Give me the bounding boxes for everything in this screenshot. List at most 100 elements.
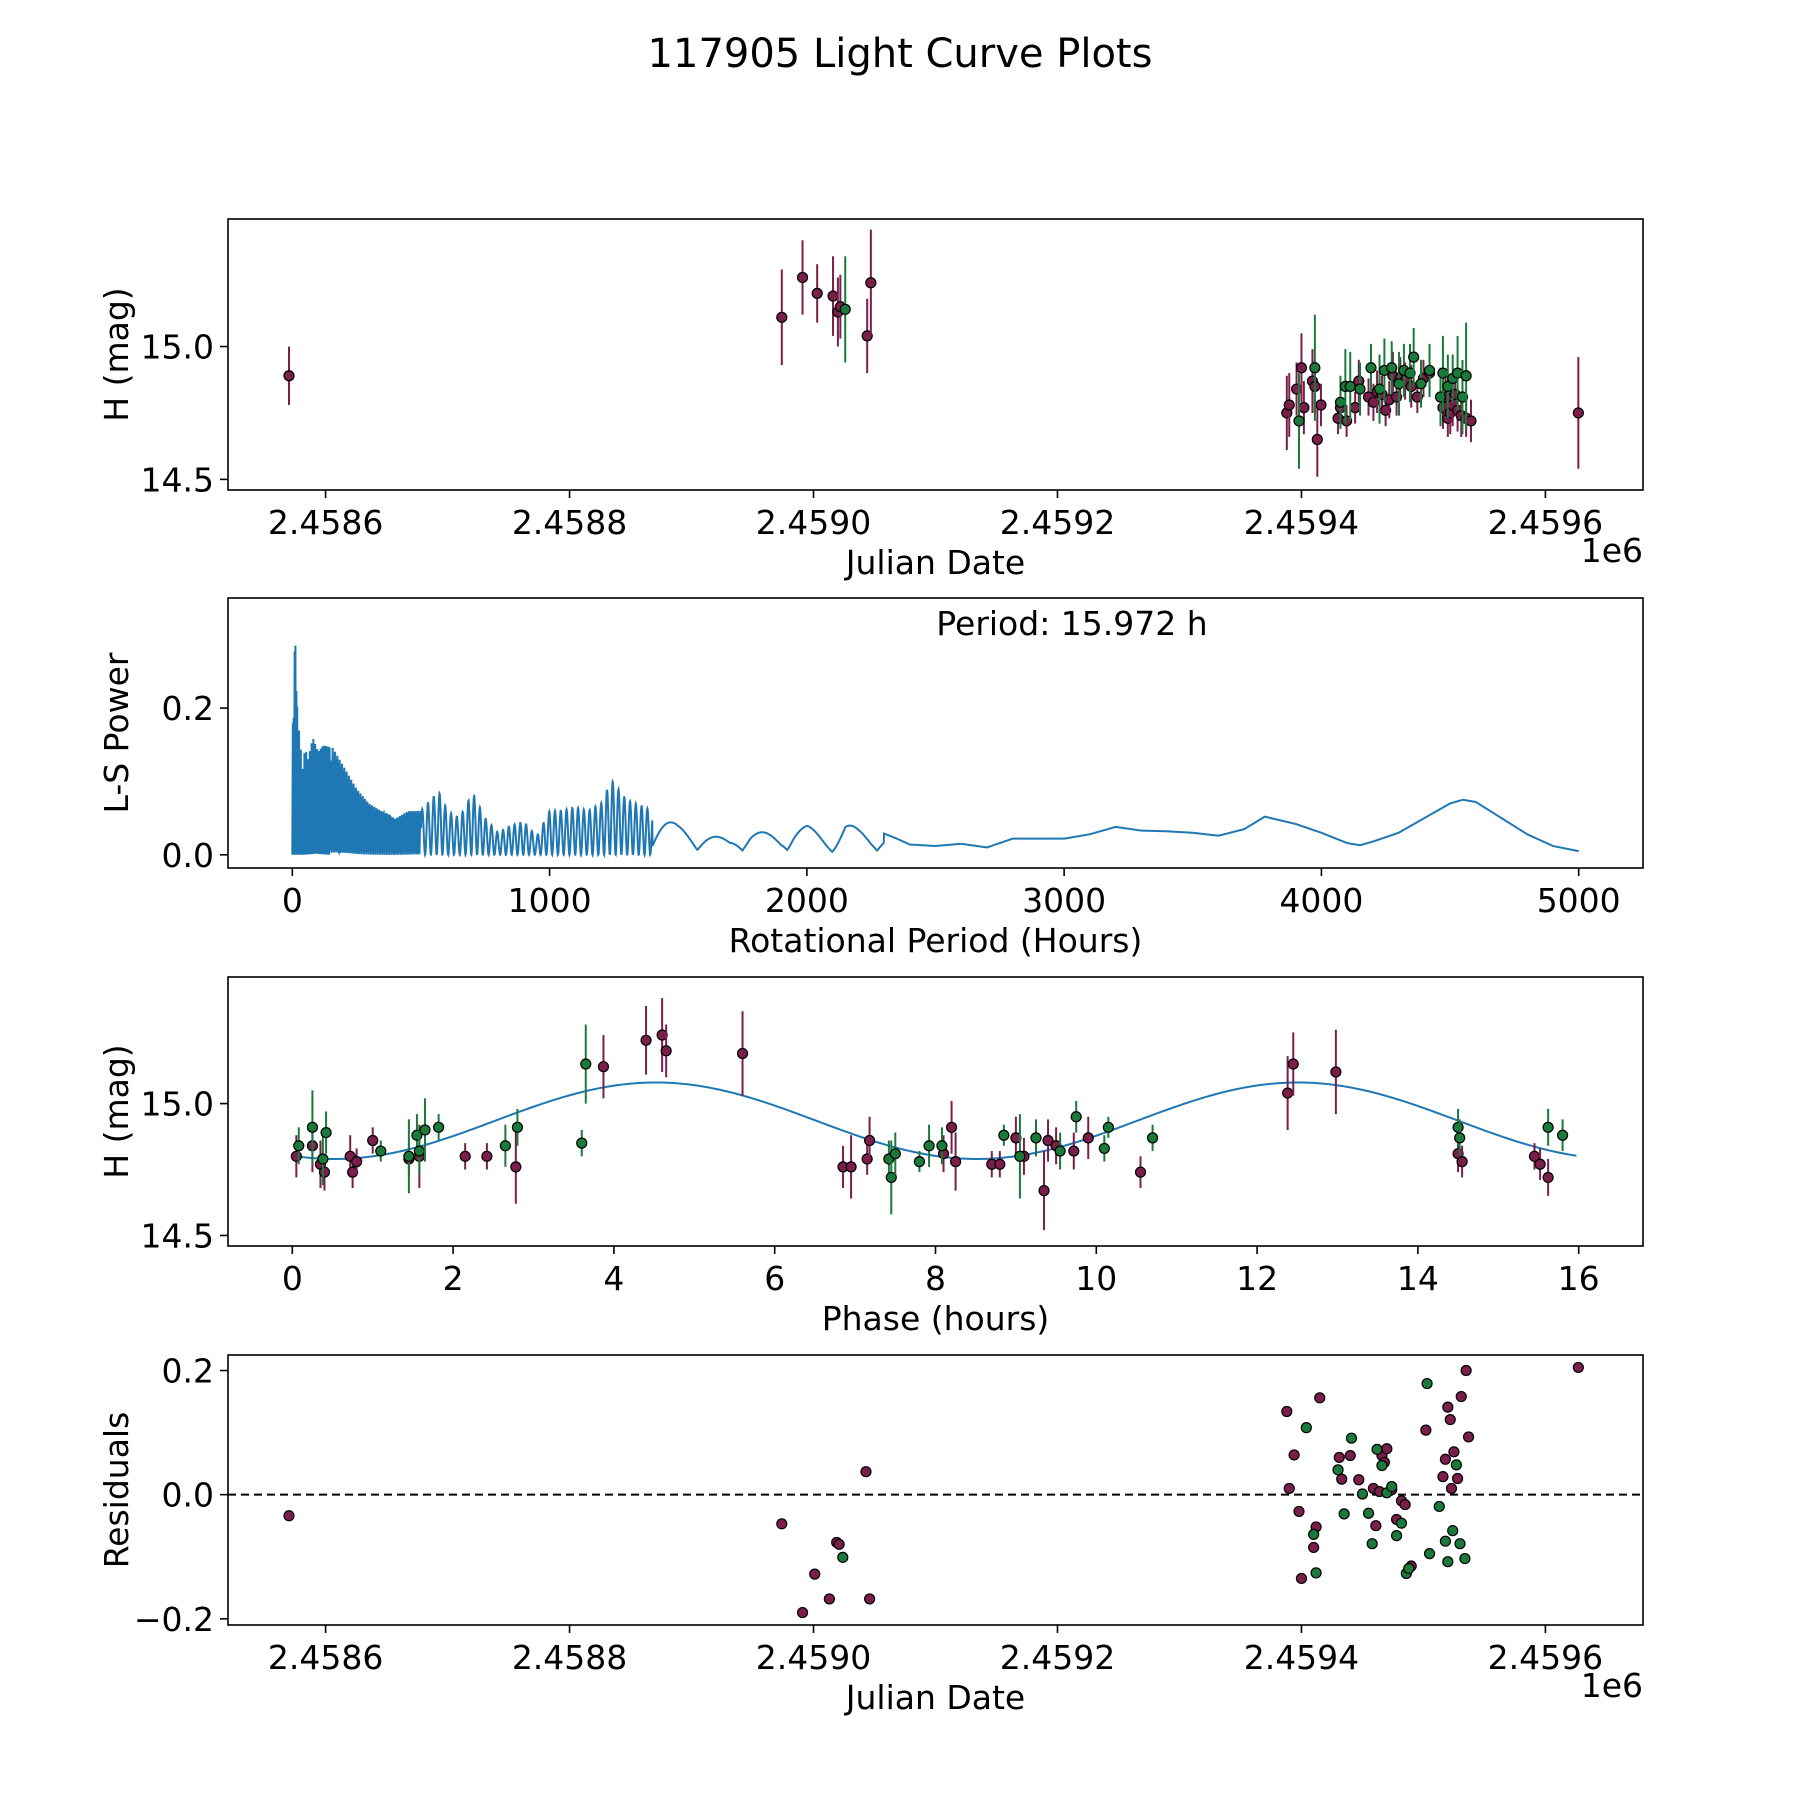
x-offset-text: 1e6	[1581, 1666, 1643, 1705]
data-point	[1454, 1538, 1466, 1550]
data-point	[1288, 1449, 1300, 1461]
data-point	[1408, 351, 1420, 363]
data-point	[1557, 1129, 1569, 1141]
data-point	[1366, 1538, 1378, 1550]
data-point	[1362, 1507, 1375, 1519]
y-axis-label: H (mag)	[97, 1044, 136, 1178]
data-point	[1386, 1480, 1398, 1493]
data-point	[1450, 1459, 1462, 1471]
data-point	[1314, 1392, 1326, 1404]
data-point	[1370, 1520, 1382, 1532]
x-tick-label: 14	[1397, 1259, 1439, 1298]
data-point	[1437, 367, 1449, 379]
axes-frame	[227, 1354, 1644, 1626]
data-point	[375, 1145, 387, 1157]
data-point	[994, 1158, 1006, 1170]
data-point	[1308, 1541, 1320, 1554]
x-tick-label: 1000	[508, 881, 592, 920]
data-point	[1281, 1405, 1293, 1418]
data-point	[1451, 1472, 1464, 1485]
data-point	[1315, 399, 1327, 411]
data-point	[913, 1156, 926, 1168]
data-series-point_a	[283, 1361, 1584, 1619]
data-point	[1411, 391, 1423, 403]
data-point	[499, 1140, 511, 1152]
data-point	[1344, 1449, 1356, 1462]
data-point	[776, 1518, 788, 1530]
data-point	[1442, 1556, 1454, 1568]
data-point	[1310, 1567, 1322, 1579]
data-point	[1134, 1166, 1147, 1178]
data-point	[864, 1593, 876, 1605]
data-point	[1455, 1390, 1467, 1403]
data-point	[511, 1121, 524, 1133]
data-point	[811, 287, 823, 299]
data-point	[459, 1150, 471, 1162]
x-tick-label: 5000	[1537, 881, 1621, 920]
periodogram-line	[291, 645, 1579, 859]
data-point	[367, 1134, 379, 1147]
data-point	[293, 1140, 305, 1152]
x-tick-label: 0	[282, 1259, 303, 1298]
data-point	[1381, 1443, 1393, 1455]
data-point	[1356, 1488, 1369, 1500]
data-point	[1014, 1150, 1026, 1162]
data-point	[1298, 402, 1310, 414]
x-tick-label: 2	[443, 1259, 464, 1298]
data-point	[861, 330, 873, 342]
data-point	[1344, 380, 1356, 392]
data-point	[1345, 1432, 1358, 1444]
data-point	[1376, 1459, 1388, 1472]
data-series-point_b	[839, 256, 1472, 469]
data-point	[1452, 1121, 1464, 1133]
x-tick-label: 2.4586	[268, 503, 383, 542]
panel-phased: 0 2 4 6 8 10 12 14 16 14.5 15.0 Phase (hours) H (mag…	[97, 976, 1644, 1338]
data-point	[1349, 402, 1361, 414]
data-point	[936, 1140, 948, 1152]
data-point	[885, 1171, 897, 1184]
data-point	[1340, 415, 1353, 427]
y-axis-label: L-S Power	[97, 652, 136, 813]
data-point	[1070, 1111, 1082, 1123]
data-point	[290, 1150, 302, 1162]
data-point	[1380, 404, 1392, 416]
x-axis-label: Julian Date	[844, 1678, 1026, 1717]
y-axis-label: H (mag)	[97, 287, 136, 421]
data-point	[865, 277, 877, 289]
data-point	[998, 1129, 1010, 1141]
data-point	[320, 1126, 332, 1139]
data-point	[1399, 1498, 1411, 1511]
x-tick-label: 2.4596	[1488, 503, 1603, 542]
data-point	[1290, 383, 1303, 395]
data-point	[317, 1153, 329, 1165]
data-point	[1098, 1142, 1110, 1155]
y-tick-label: 14.5	[141, 1216, 214, 1255]
data-point	[580, 1058, 592, 1070]
x-tick-label: 2.4588	[512, 1638, 627, 1677]
data-point	[283, 1510, 295, 1522]
data-point	[1395, 1517, 1408, 1529]
data-point	[860, 1466, 872, 1478]
data-point	[945, 1121, 958, 1133]
data-point	[1371, 1443, 1383, 1455]
data-point	[1542, 1121, 1554, 1133]
data-point	[845, 1161, 857, 1173]
data-point	[1042, 1134, 1054, 1147]
axes-frame	[227, 218, 1644, 491]
x-axis-label: Rotational Period (Hours)	[729, 921, 1143, 960]
data-point	[433, 1121, 445, 1133]
data-point	[1333, 1451, 1345, 1464]
figure-title: 117905 Light Curve Plots	[648, 31, 1153, 77]
data-point	[827, 290, 839, 302]
data-series-point_a	[290, 998, 1554, 1231]
y-tick-label: 14.5	[141, 460, 214, 499]
data-point	[640, 1034, 652, 1046]
data-point	[1354, 383, 1366, 395]
data-point	[1146, 1132, 1159, 1144]
data-point	[1465, 415, 1477, 427]
x-tick-label: 2.4594	[1244, 1638, 1359, 1677]
data-point	[923, 1140, 935, 1152]
x-axis-label: Julian Date	[844, 543, 1026, 582]
data-point	[1423, 1548, 1436, 1560]
x-offset-text: 1e6	[1581, 531, 1643, 570]
